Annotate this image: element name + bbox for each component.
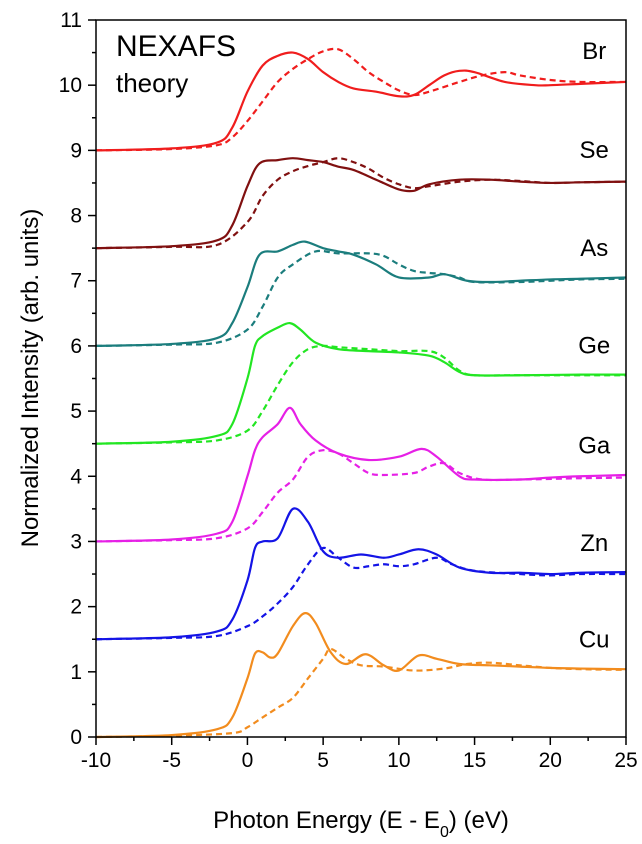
series-se-dashed-line (95, 157, 627, 250)
series-br-solid-line (95, 51, 627, 152)
series-as-dashed-line (95, 249, 627, 348)
y-tick-label: 5 (70, 400, 82, 423)
series-label-cu: Cu (579, 627, 610, 654)
x-axis-title-unit: ) (eV) (449, 807, 509, 834)
series-zn-solid-line (95, 507, 627, 641)
series-se-solid-line (95, 157, 627, 250)
axis-layer: -10 -5 0 5 10 15 20 25 0 1 2 3 4 5 6 7 8 9 10 11 (59, 9, 638, 772)
plot-frame (95, 19, 627, 738)
label-layer: Cu Zn Ga Ge As Se Br (578, 38, 611, 654)
series-as-solid-line (95, 240, 627, 348)
series-ga-solid-line (95, 406, 627, 543)
x-tick-label: 25 (614, 749, 637, 772)
y-tick-label: 1 (70, 661, 82, 684)
x-tick-label: 20 (539, 749, 562, 772)
y-tick-label: 11 (60, 9, 82, 32)
series-cu-dashed-line (95, 647, 627, 739)
chart-title: NEXAFS (116, 30, 236, 63)
x-tick-label: -5 (162, 749, 181, 772)
y-tick-label: 3 (70, 530, 82, 553)
x-tick-label: 5 (317, 749, 329, 772)
y-tick-label: 7 (70, 270, 82, 293)
y-tick-label: 10 (59, 74, 82, 97)
series-zn-dashed-line (95, 546, 627, 641)
series-cu-solid-line (95, 612, 627, 739)
x-tick-label: -10 (81, 749, 111, 772)
y-tick-label: 6 (70, 335, 82, 358)
series-ga-dashed-line (95, 448, 627, 543)
series-ge-solid-line (95, 321, 627, 445)
series-label-br: Br (582, 38, 606, 65)
x-tick-label: 10 (387, 749, 410, 772)
y-tick-label: 4 (70, 465, 82, 488)
series-label-as: As (580, 235, 608, 262)
x-tick-label: 15 (463, 749, 486, 772)
x-tick-label: 0 (242, 749, 254, 772)
series-label-se: Se (580, 137, 609, 164)
series-label-ga: Ga (578, 432, 611, 459)
series-layer (95, 47, 627, 739)
x-axis-title-main: Photon Energy (E - E (213, 807, 440, 834)
y-tick-label: 0 (70, 726, 82, 749)
y-axis-title: Normalized Intensity (arb. units) (17, 209, 44, 548)
y-tick-label: 9 (70, 139, 82, 162)
series-ge-dashed-line (95, 344, 626, 445)
chart-subtitle: theory (116, 68, 188, 98)
y-tick-label: 2 (70, 596, 82, 619)
series-label-zn: Zn (580, 530, 608, 557)
series-label-ge: Ge (578, 333, 610, 360)
series-br-dashed-line (95, 47, 627, 152)
x-axis-title: Photon Energy (E - E0) (eV) (213, 807, 509, 839)
y-tick-label: 8 (70, 205, 82, 228)
x-axis-title-subscript: 0 (440, 824, 449, 840)
